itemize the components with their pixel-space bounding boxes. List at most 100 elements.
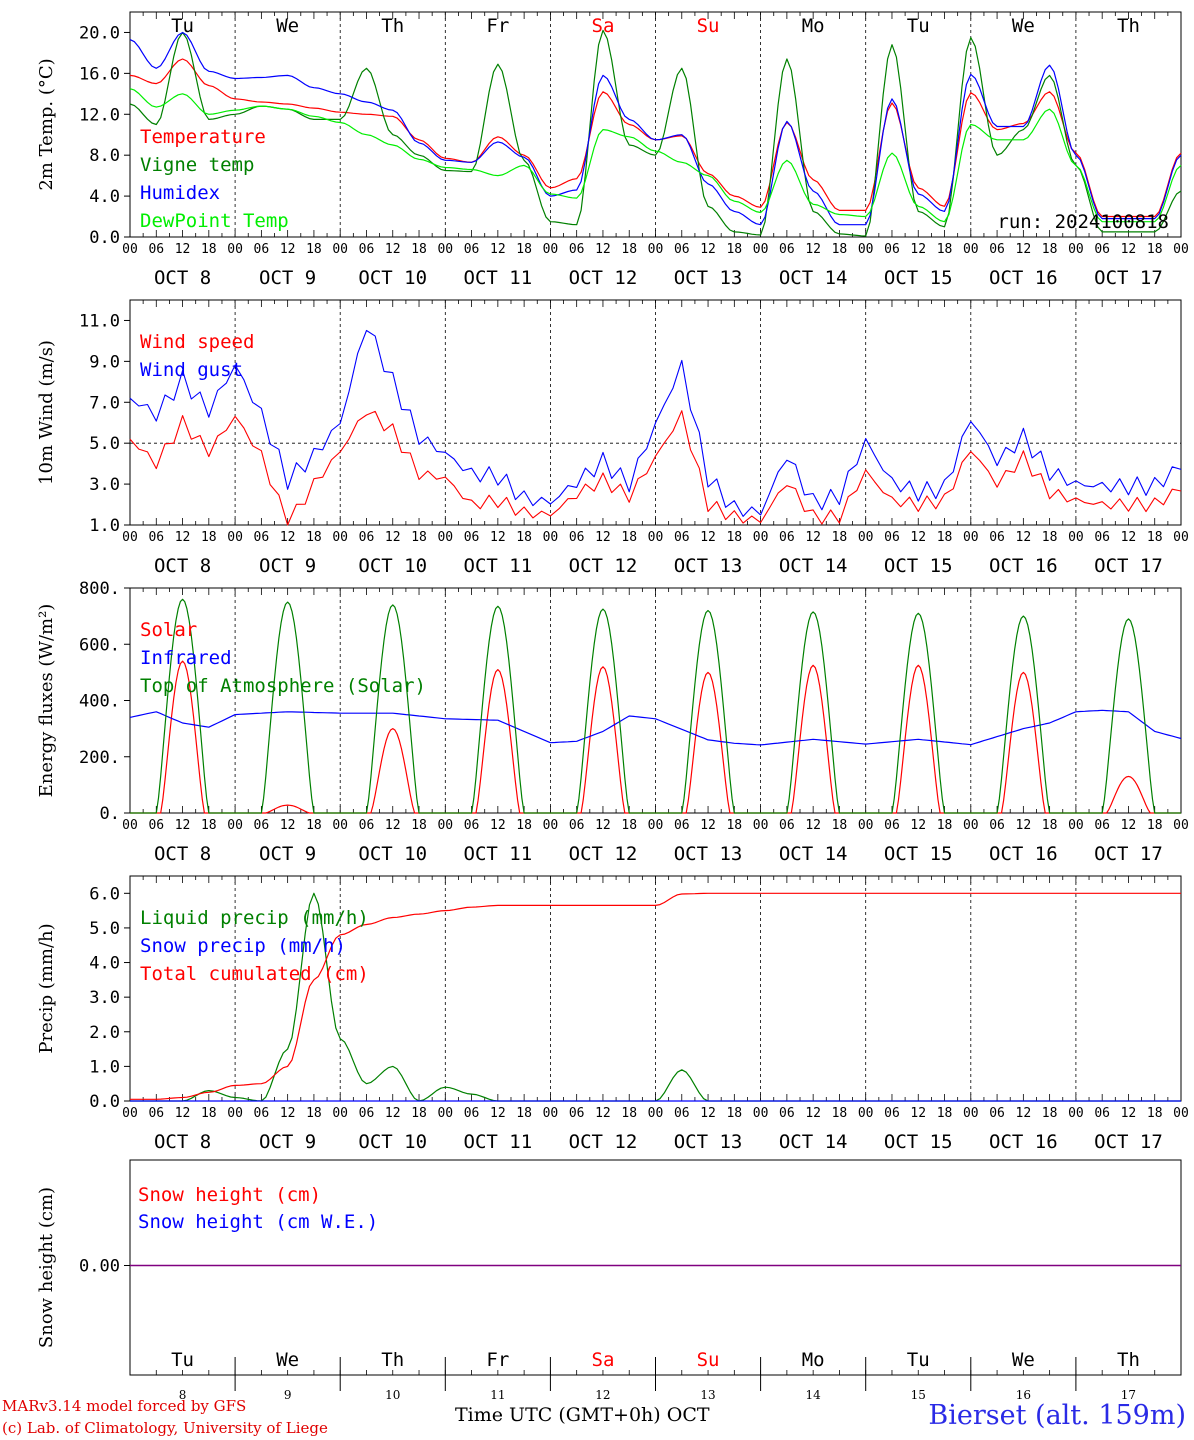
- y-axis-label: Snow height (cm): [36, 1187, 57, 1348]
- hour-tick-label: 06: [989, 1106, 1005, 1121]
- hour-tick-label: 00: [122, 242, 138, 257]
- date-label: OCT 12: [569, 843, 638, 865]
- hour-tick-label: 18: [937, 242, 953, 257]
- hour-tick-label: 18: [516, 530, 532, 545]
- hour-tick-label: 18: [306, 530, 322, 545]
- hour-tick-label: 12: [175, 530, 191, 545]
- hour-tick-label: 12: [1121, 818, 1137, 833]
- hour-tick-label: 12: [1016, 242, 1032, 257]
- y-tick-label: 800.: [79, 579, 120, 599]
- hour-tick-label: 18: [621, 818, 637, 833]
- date-label: OCT 15: [884, 1131, 953, 1153]
- hour-tick-label: 06: [569, 818, 585, 833]
- hour-tick-label: 06: [674, 242, 690, 257]
- day-name-label: Fr: [486, 1349, 509, 1371]
- hour-tick-label: 00: [122, 1106, 138, 1121]
- hour-tick-label: 06: [359, 530, 375, 545]
- hour-tick-label: 18: [516, 242, 532, 257]
- lab-credit: (c) Lab. of Climatology, University of L…: [2, 1419, 328, 1437]
- hour-tick-label: 18: [832, 530, 848, 545]
- y-tick-label: 0.00: [79, 1257, 120, 1277]
- hour-tick-label: 00: [227, 818, 243, 833]
- day-name-label: Th: [1117, 15, 1140, 37]
- y-tick-label: 2.0: [89, 1023, 120, 1043]
- hour-tick-label: 12: [700, 1106, 716, 1121]
- hour-tick-label: 18: [1147, 818, 1163, 833]
- hour-tick-label: 00: [858, 530, 874, 545]
- hour-tick-label: 06: [569, 530, 585, 545]
- date-label: OCT 13: [674, 843, 743, 865]
- date-label: OCT 14: [779, 1131, 848, 1153]
- hour-tick-label: 00: [437, 242, 453, 257]
- hour-tick-label: 06: [569, 242, 585, 257]
- y-tick-label: 8.0: [89, 146, 120, 166]
- day-name-label: We: [276, 15, 299, 37]
- legend-snow-height-cm: Snow height (cm): [138, 1184, 321, 1206]
- y-tick-label: 5.0: [89, 919, 120, 939]
- hour-tick-label: 18: [1147, 530, 1163, 545]
- hour-tick-label: 18: [201, 242, 217, 257]
- hour-tick-label: 12: [700, 242, 716, 257]
- day-number-label: 14: [806, 1388, 822, 1402]
- day-name-label: Tu: [171, 15, 194, 37]
- legend-infrared: Infrared: [140, 647, 232, 669]
- day-number-label: 17: [1121, 1388, 1136, 1402]
- series-wind-gust: [129, 329, 1182, 517]
- hour-tick-label: 00: [1068, 1106, 1084, 1121]
- date-label: OCT 8: [154, 843, 211, 865]
- day-name-label: Tu: [907, 1349, 930, 1371]
- hour-tick-label: 18: [306, 242, 322, 257]
- hour-tick-label: 06: [464, 818, 480, 833]
- date-label: OCT 14: [779, 555, 848, 577]
- day-name-label: We: [1012, 15, 1035, 37]
- hour-tick-label: 12: [805, 242, 821, 257]
- hour-tick-label: 00: [648, 242, 664, 257]
- hour-tick-label: 06: [779, 242, 795, 257]
- hour-tick-label: 12: [385, 818, 401, 833]
- y-tick-label: 12.0: [79, 105, 120, 125]
- day-name-label: We: [276, 1349, 299, 1371]
- day-name-label: Sa: [592, 1349, 615, 1371]
- date-label: OCT 12: [569, 267, 638, 289]
- hour-tick-label: 06: [148, 530, 164, 545]
- series-vigne-temp: [129, 29, 1182, 237]
- date-label: OCT 13: [674, 1131, 743, 1153]
- date-label: OCT 16: [989, 843, 1058, 865]
- hour-tick-label: 12: [1121, 242, 1137, 257]
- y-tick-label: 3.0: [89, 475, 120, 495]
- hour-tick-label: 00: [1068, 242, 1084, 257]
- hour-tick-label: 18: [516, 818, 532, 833]
- date-label: OCT 10: [358, 555, 427, 577]
- hour-tick-label: 18: [306, 1106, 322, 1121]
- hour-tick-label: 18: [411, 530, 427, 545]
- hour-tick-label: 18: [832, 242, 848, 257]
- y-tick-label: 4.0: [89, 954, 120, 974]
- hour-tick-label: 00: [332, 818, 348, 833]
- time-axis-label: Time UTC (GMT+0h) OCT: [455, 1404, 710, 1426]
- hour-tick-label: 06: [884, 818, 900, 833]
- date-label: OCT 15: [884, 267, 953, 289]
- time-axis-title: Time UTC (GMT+0h): [455, 1404, 661, 1426]
- hour-tick-label: 12: [280, 1106, 296, 1121]
- legend-snow-precip-mm-h: Snow precip (mm/h): [140, 935, 346, 957]
- hour-tick-label: 12: [385, 1106, 401, 1121]
- hour-tick-label: 12: [910, 530, 926, 545]
- y-tick-label: 4.0: [89, 187, 120, 207]
- date-label: OCT 9: [259, 267, 316, 289]
- hour-tick-label: 00: [332, 242, 348, 257]
- hour-tick-label: 06: [148, 818, 164, 833]
- hour-tick-label: 00: [122, 818, 138, 833]
- hour-tick-label: 18: [1042, 242, 1058, 257]
- hour-tick-label: 12: [910, 242, 926, 257]
- hour-tick-label: 00: [1173, 818, 1189, 833]
- hour-tick-label: 00: [963, 818, 979, 833]
- day-name-label: Sa: [592, 15, 615, 37]
- hour-tick-label: 00: [122, 530, 138, 545]
- date-label: OCT 9: [259, 1131, 316, 1153]
- date-label: OCT 11: [464, 267, 533, 289]
- y-tick-label: 200.: [79, 748, 120, 768]
- hour-tick-label: 06: [254, 1106, 270, 1121]
- hour-tick-label: 12: [280, 242, 296, 257]
- date-label: OCT 16: [989, 555, 1058, 577]
- day-number-label: 10: [385, 1388, 400, 1402]
